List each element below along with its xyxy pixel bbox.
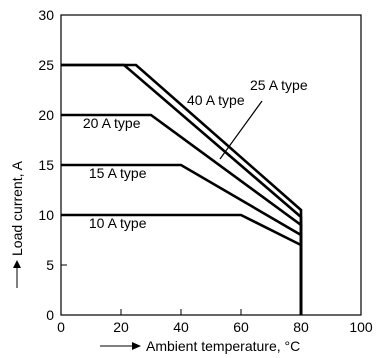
x-tick-label: 100 [349, 319, 373, 335]
series-line-40-a-type [61, 63, 303, 315]
x-axis-label: Ambient temperature, °C [146, 338, 300, 354]
y-axis-label-group: Load current, A [9, 160, 25, 288]
y-tick-label: 20 [38, 107, 54, 123]
y-axis-label: Load current, A [9, 160, 25, 256]
x-tick-label: 60 [233, 319, 249, 335]
series-labels: 40 A type 25 A type 20 A type 15 A type 10 A… [83, 77, 308, 231]
series-label: 25 A type [250, 77, 308, 93]
x-tick-label: 40 [173, 319, 189, 335]
x-tick-label: 80 [293, 319, 309, 335]
series-label: 15 A type [89, 165, 147, 181]
series-label: 40 A type [187, 92, 245, 108]
x-axis-ticks: 0 20 40 60 80 100 [57, 309, 373, 335]
series-line-25-a-type [61, 63, 303, 315]
y-axis-arrow-head [13, 260, 21, 268]
series-label-leader [219, 100, 263, 160]
y-tick-label: 0 [46, 307, 54, 323]
series-label: 10 A type [89, 215, 147, 231]
series-label: 20 A type [83, 115, 141, 131]
y-tick-label: 10 [38, 207, 54, 223]
series-line-10-a-type [61, 213, 303, 315]
x-axis-arrow-head [132, 342, 141, 350]
y-tick-label: 25 [38, 57, 54, 73]
y-tick-label: 5 [46, 257, 54, 273]
y-tick-label: 15 [38, 157, 54, 173]
series-lines [61, 63, 303, 315]
y-tick-label: 30 [38, 7, 54, 23]
y-axis-ticks: 0 5 10 15 20 25 30 [38, 7, 67, 323]
x-tick-label: 20 [113, 319, 129, 335]
x-tick-label: 0 [57, 319, 65, 335]
x-axis-label-group: Ambient temperature, °C [100, 338, 300, 354]
